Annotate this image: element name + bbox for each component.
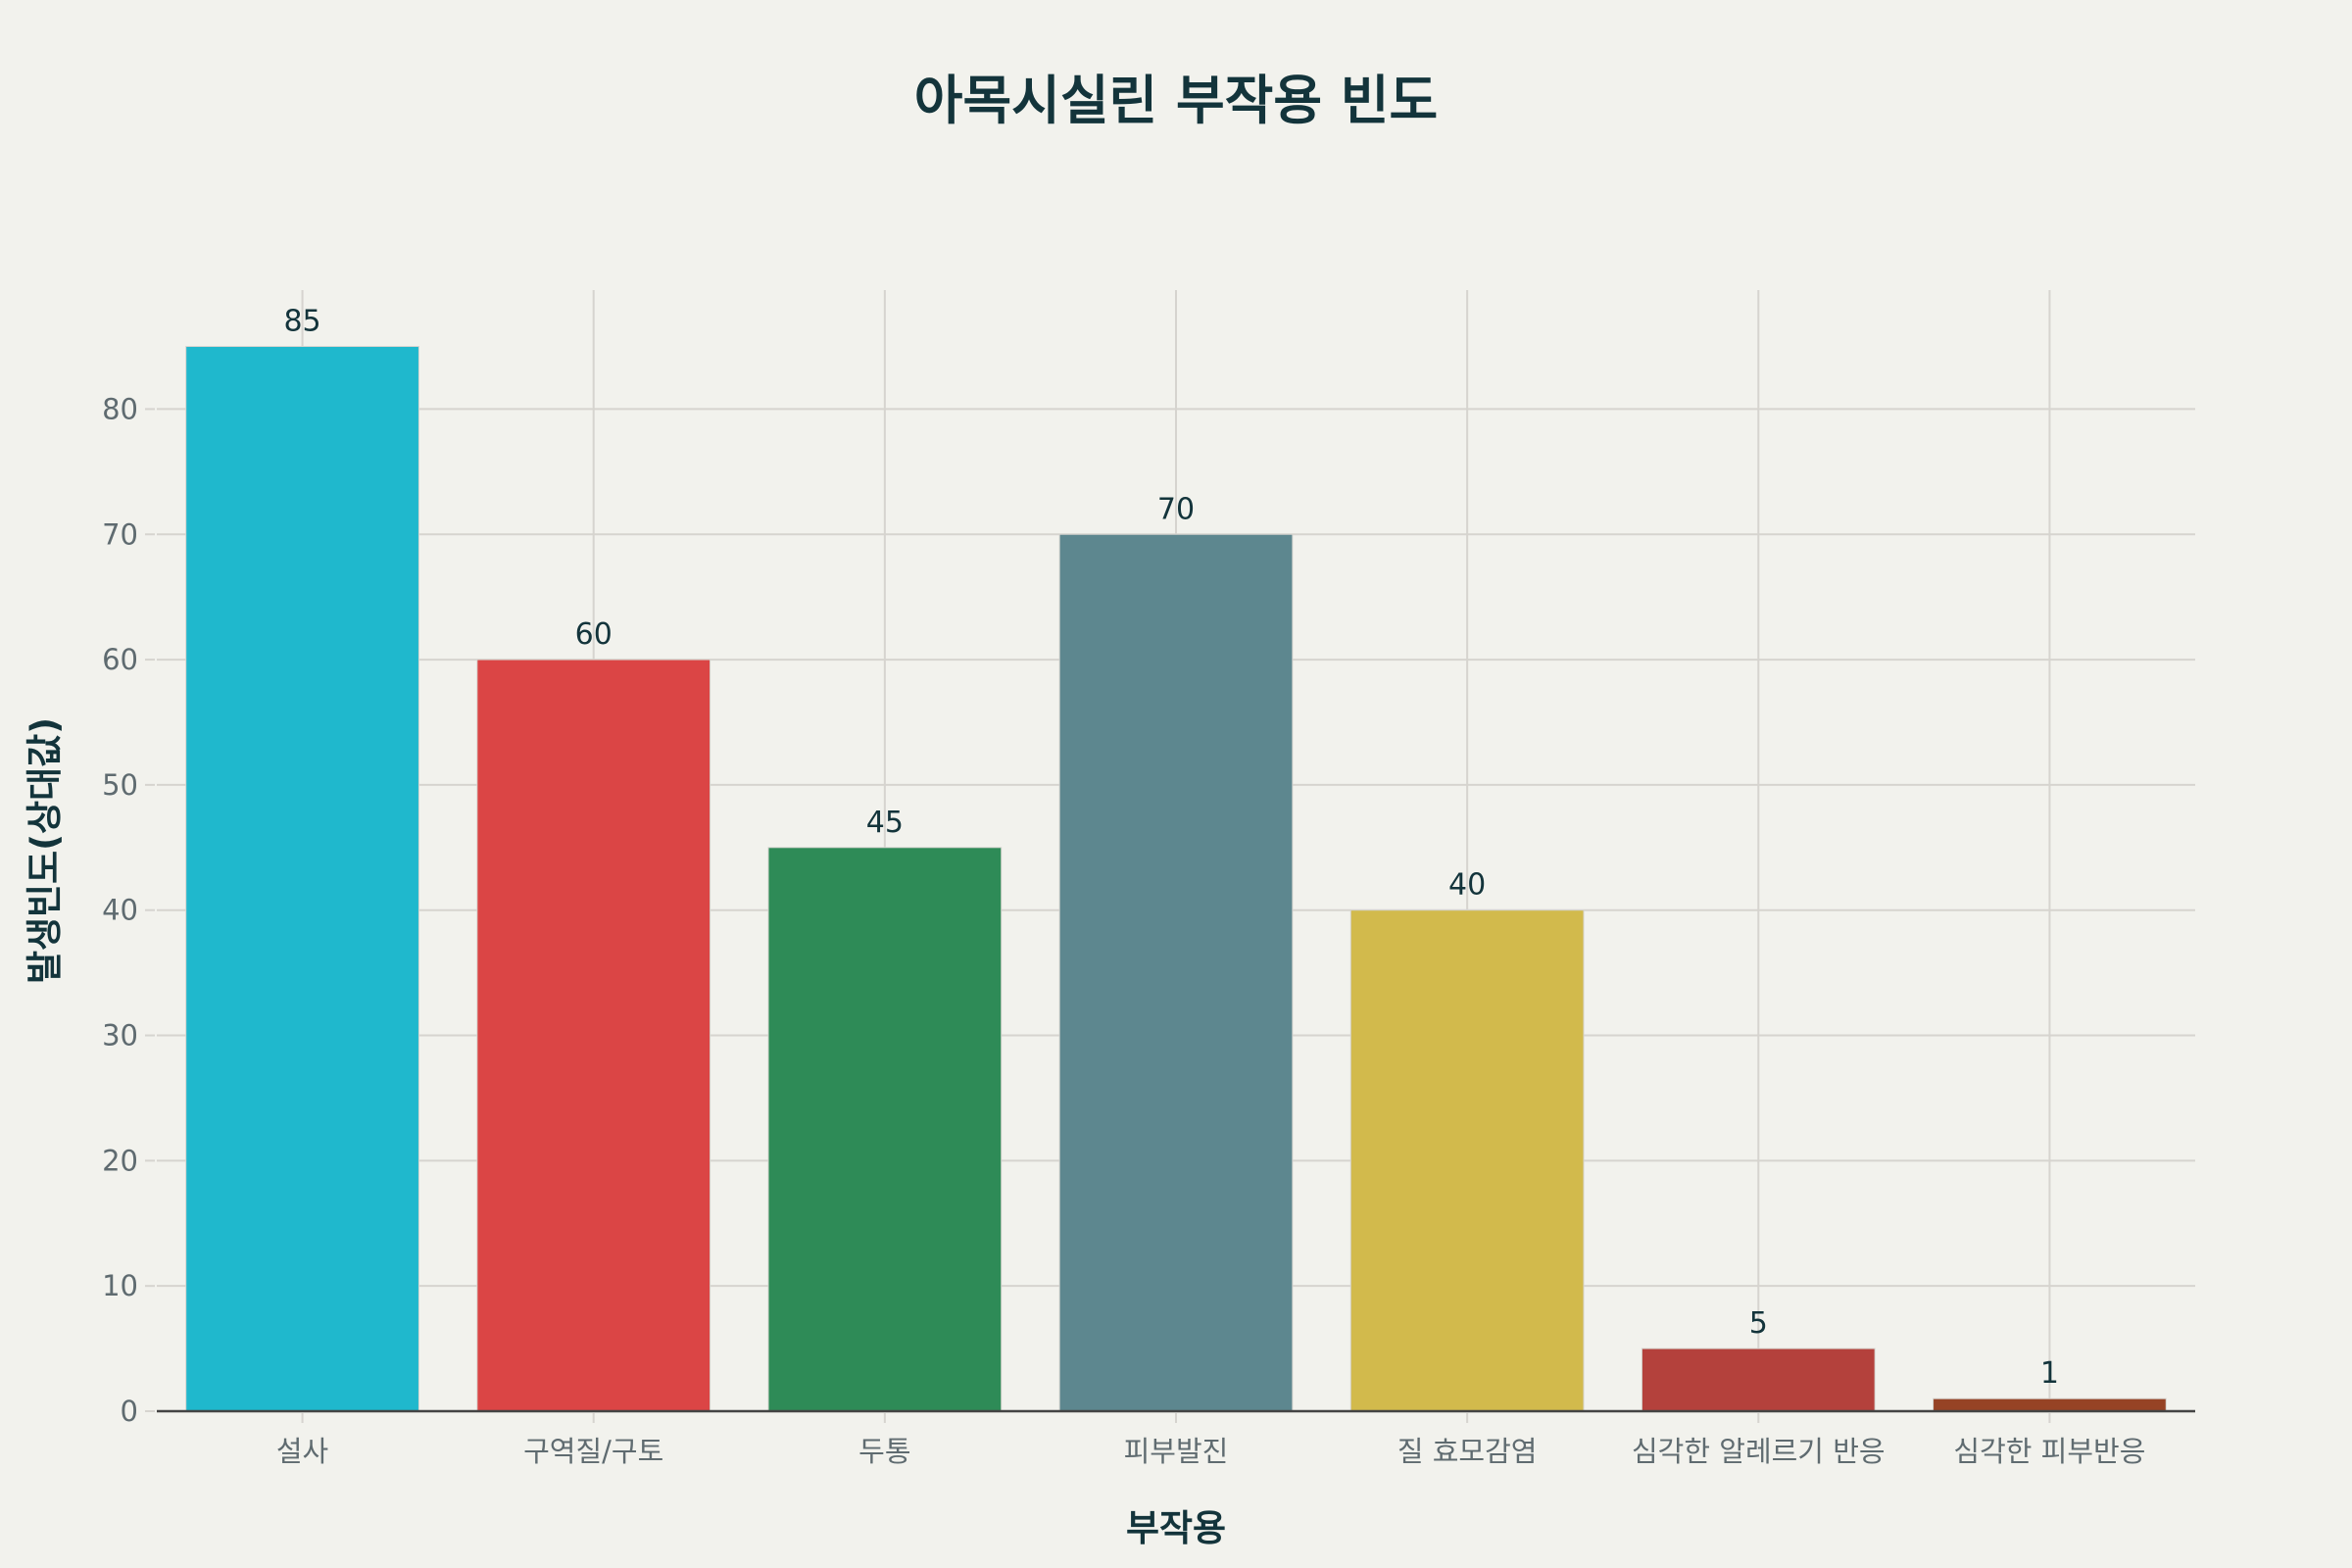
bar[interactable] xyxy=(185,346,419,1412)
bar[interactable] xyxy=(1933,1397,2167,1412)
x-axis-ticks: 설사 구역질/구토 두통 피부발진 질 효모감염 심각한 알레르기 반응 심각한 피부반응 xyxy=(276,1413,2145,1468)
y-tick-label: 70 xyxy=(102,517,138,551)
bar[interactable] xyxy=(476,659,711,1412)
chart-title: 아목시실린 부작용 빈도 xyxy=(913,70,1439,131)
y-tick-label: 80 xyxy=(102,392,138,425)
y-tick-label: 60 xyxy=(102,643,138,676)
y-axis-ticks: 0 10 20 30 40 50 60 70 80 xyxy=(102,392,155,1428)
bar[interactable] xyxy=(1058,533,1294,1412)
x-tick-label: 피부발진 xyxy=(1124,1435,1229,1468)
bar-value-label: 85 xyxy=(283,305,320,339)
y-tick-label: 10 xyxy=(102,1269,138,1302)
y-axis-title: 발생빈도(상대값) xyxy=(24,717,66,984)
bar-value-label: 45 xyxy=(866,806,904,840)
x-tick-label: 심각한 피부반응 xyxy=(1953,1435,2145,1468)
x-tick-label: 심각한 알레르기 반응 xyxy=(1632,1435,1886,1468)
x-tick-label: 설사 xyxy=(276,1435,328,1468)
y-tick-label: 50 xyxy=(102,768,138,802)
bar[interactable] xyxy=(1349,909,1585,1412)
y-tick-label: 40 xyxy=(102,894,138,927)
bar-value-label: 60 xyxy=(575,617,612,652)
bar-value-label: 5 xyxy=(1749,1306,1768,1341)
bars: 85 60 45 70 40 5 1 xyxy=(185,305,2167,1412)
bar[interactable] xyxy=(1641,1348,1876,1412)
y-tick-label: 30 xyxy=(102,1019,138,1053)
x-tick-label: 두통 xyxy=(858,1435,910,1468)
bar-value-label: 40 xyxy=(1448,868,1486,903)
x-tick-label: 구역질/구토 xyxy=(523,1435,663,1468)
y-tick-label: 0 xyxy=(121,1395,138,1428)
bar[interactable] xyxy=(767,847,1003,1412)
bar-value-label: 70 xyxy=(1157,492,1195,526)
bar-value-label: 1 xyxy=(2040,1356,2059,1391)
x-axis-title: 부작용 xyxy=(1126,1507,1226,1549)
y-tick-label: 20 xyxy=(102,1144,138,1177)
x-tick-label: 질 효모감염 xyxy=(1397,1435,1538,1468)
